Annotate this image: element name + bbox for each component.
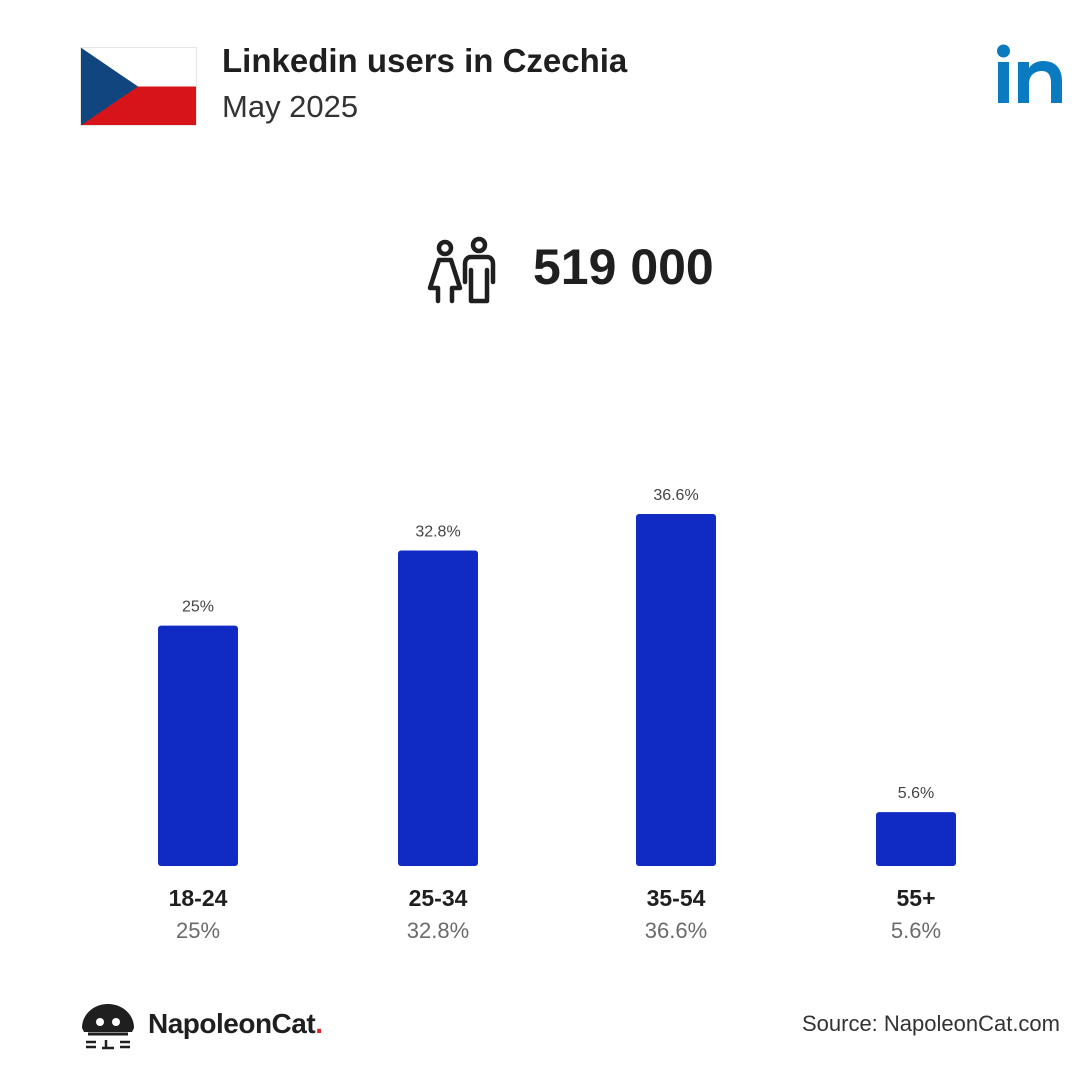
bar-55+ — [876, 812, 956, 866]
bar-18-24 — [158, 625, 238, 866]
category-percent-label: 5.6% — [891, 918, 941, 943]
page-subtitle: May 2025 — [222, 89, 359, 124]
napoleoncat-logo-icon — [82, 1004, 134, 1050]
linkedin-logo-icon — [997, 44, 1062, 103]
bar-value-label: 32.8% — [415, 524, 460, 541]
total-users-value: 519 000 — [533, 239, 714, 295]
category-label: 25-34 — [409, 885, 468, 911]
bar-25-34 — [398, 550, 478, 866]
category-label: 18-24 — [169, 885, 228, 911]
source-text: Source: NapoleonCat.com — [801, 1011, 1060, 1036]
brand-dot: . — [315, 1008, 323, 1039]
bar-value-label: 36.6% — [653, 487, 698, 504]
bar-35-54 — [636, 514, 716, 866]
category-percent-label: 36.6% — [645, 918, 707, 943]
users-icon — [427, 236, 496, 304]
category-percent-label: 25% — [176, 918, 220, 943]
bar-value-label: 5.6% — [898, 785, 934, 802]
czech-flag-icon — [80, 47, 197, 126]
page-title: Linkedin users in Czechia — [222, 42, 628, 79]
napoleoncat-brand: NapoleonCat. — [148, 1008, 323, 1040]
bar-value-label: 25% — [182, 599, 214, 616]
category-label: 35-54 — [647, 885, 706, 911]
brand-name: NapoleonCat — [148, 1008, 316, 1039]
category-percent-label: 32.8% — [407, 918, 469, 943]
category-label: 55+ — [896, 885, 935, 911]
